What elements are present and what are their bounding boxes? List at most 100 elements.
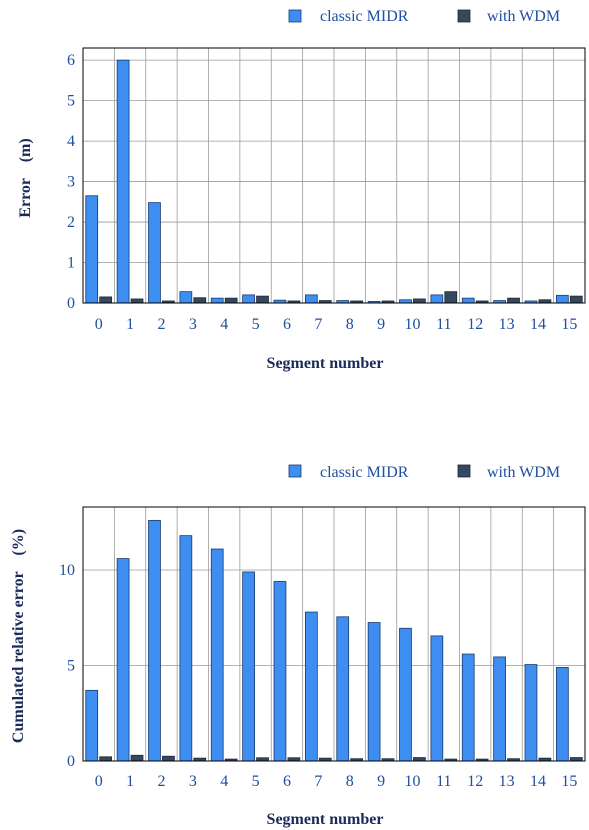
y-tick-label: 2	[67, 214, 75, 231]
bar-classic-midr	[273, 581, 287, 762]
x-tick-label: 3	[189, 316, 197, 333]
x-tick-label: 2	[157, 773, 165, 790]
bar-with-wdm	[99, 296, 113, 304]
x-axis-label: Segment number	[267, 811, 384, 828]
y-tick-labels: 0 5 10	[59, 562, 75, 770]
bar-classic-midr	[399, 627, 412, 762]
bar-with-wdm	[444, 291, 458, 304]
bar-classic-midr	[148, 519, 161, 762]
y-tick-label: 3	[67, 174, 75, 191]
bar-classic-midr	[148, 202, 161, 304]
bar-classic-midr	[179, 535, 193, 762]
bar-classic-midr	[555, 294, 569, 304]
y-tick-label: 4	[67, 133, 75, 150]
bar-with-wdm	[99, 756, 113, 762]
x-tick-label: 1	[126, 316, 134, 333]
bar-with-wdm	[224, 297, 238, 304]
bar-with-wdm	[413, 298, 426, 304]
x-tick-label: 14	[530, 316, 546, 333]
bar-with-wdm	[507, 297, 520, 304]
legend-swatch-classic-midr	[288, 9, 302, 23]
y-tick-label: 5	[67, 658, 75, 675]
plot-frame	[82, 506, 586, 762]
bar-with-wdm	[193, 297, 207, 304]
bar-classic-midr	[210, 548, 224, 762]
x-tick-label: 6	[283, 316, 291, 333]
legend-label-with-wdm: with WDM	[487, 8, 560, 25]
bar-classic-midr	[210, 297, 224, 304]
grid	[83, 507, 585, 761]
x-tick-label: 7	[314, 773, 322, 790]
legend-label-classic-midr: classic MIDR	[320, 464, 409, 481]
bar-classic-midr	[242, 294, 255, 304]
x-tick-label: 6	[283, 773, 291, 790]
bar-classic-midr	[179, 291, 193, 304]
x-tick-label: 7	[314, 316, 322, 333]
bar-classic-midr	[461, 653, 475, 762]
x-tick-labels: 0 1 2 3 4 5 6 7 8 9 10 11 12 13 14 15	[95, 773, 578, 790]
y-tick-label: 5	[67, 93, 75, 110]
bar-with-wdm	[569, 295, 583, 304]
legend-label-with-wdm: with WDM	[487, 464, 560, 481]
x-tick-label: 4	[220, 773, 228, 790]
x-axis-label: Segment number	[267, 355, 384, 372]
y-tick-label: 0	[67, 295, 75, 312]
bar-with-wdm	[569, 757, 583, 762]
legend-swatch-with-wdm	[457, 464, 471, 478]
y-tick-label: 6	[67, 52, 75, 69]
bar-with-wdm	[256, 295, 269, 304]
legend-swatch-with-wdm	[457, 9, 471, 23]
bar-classic-midr	[304, 294, 318, 304]
bar-classic-midr	[430, 635, 444, 762]
bar-with-wdm	[130, 298, 144, 304]
bars	[85, 519, 583, 762]
x-tick-label: 15	[561, 316, 577, 333]
bar-classic-midr	[116, 59, 130, 304]
x-tick-label: 4	[220, 316, 228, 333]
x-tick-label: 9	[377, 773, 385, 790]
x-tick-label: 5	[252, 316, 260, 333]
x-tick-label: 11	[436, 316, 451, 333]
x-tick-label: 13	[499, 316, 515, 333]
legend-swatch-classic-midr	[288, 464, 302, 478]
x-tick-label: 14	[530, 773, 546, 790]
x-tick-label: 10	[404, 773, 420, 790]
y-tick-label: 1	[67, 255, 75, 272]
bar-classic-midr	[336, 616, 350, 762]
y-axis-label: Error (m)	[17, 138, 34, 217]
x-tick-label: 2	[157, 316, 165, 333]
x-tick-label: 11	[436, 773, 451, 790]
bar-classic-midr	[85, 689, 99, 762]
chart-legend: classic MIDR with WDM	[288, 464, 560, 481]
bar-classic-midr	[461, 297, 475, 304]
plot-frame	[82, 47, 586, 304]
bar-classic-midr	[367, 622, 381, 762]
chart-legend: classic MIDR with WDM	[288, 8, 560, 25]
bar-classic-midr	[555, 667, 569, 762]
y-tick-label: 0	[67, 753, 75, 770]
x-tick-label: 3	[189, 773, 197, 790]
x-tick-label: 5	[252, 773, 260, 790]
x-tick-label: 12	[467, 773, 483, 790]
x-tick-label: 13	[499, 773, 515, 790]
bar-classic-midr	[116, 558, 130, 762]
x-tick-label: 12	[467, 316, 483, 333]
grid	[83, 48, 585, 303]
legend-label-classic-midr: classic MIDR	[320, 8, 409, 25]
bars	[85, 59, 583, 304]
x-tick-label: 10	[404, 316, 420, 333]
bar-classic-midr	[304, 611, 318, 762]
bar-classic-midr	[524, 664, 538, 762]
bar-with-wdm	[162, 755, 175, 762]
x-tick-label: 9	[377, 316, 385, 333]
bar-with-wdm	[130, 754, 144, 762]
x-tick-label: 1	[126, 773, 134, 790]
y-axis-label: Cumulated relative error (%)	[10, 529, 27, 743]
x-tick-labels: 0 1 2 3 4 5 6 7 8 9 10 11 12 13 14 15	[95, 316, 578, 333]
y-tick-labels: 0 1 2 3 4 5 6	[67, 52, 75, 312]
bar-classic-midr	[242, 571, 255, 762]
bar-classic-midr	[493, 656, 506, 762]
